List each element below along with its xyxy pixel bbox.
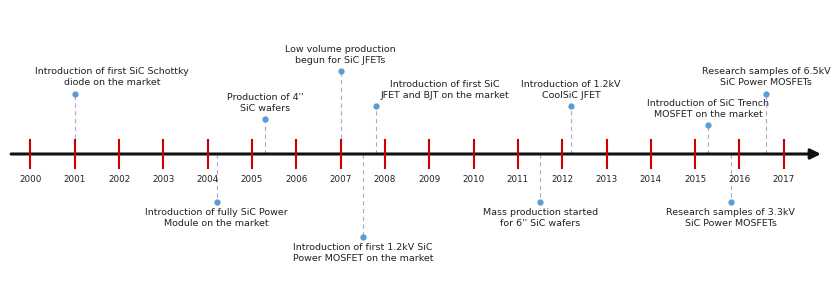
Text: 2005: 2005: [240, 175, 263, 184]
Text: Mass production started
for 6'' SiC wafers: Mass production started for 6'' SiC wafe…: [483, 208, 597, 228]
Text: 2017: 2017: [773, 175, 795, 184]
Text: Introduction of first SiC Schottky
diode on the market: Introduction of first SiC Schottky diode…: [35, 67, 189, 87]
Text: 2009: 2009: [418, 175, 440, 184]
Text: 2000: 2000: [19, 175, 42, 184]
Text: Introduction of 1.2kV
CoolSiC JFET: Introduction of 1.2kV CoolSiC JFET: [522, 80, 621, 100]
Text: Introduction of first 1.2kV SiC
Power MOSFET on the market: Introduction of first 1.2kV SiC Power MO…: [293, 243, 433, 263]
Text: 2015: 2015: [684, 175, 706, 184]
Text: Production of 4''
SiC wafers: Production of 4'' SiC wafers: [227, 93, 304, 113]
Text: 2013: 2013: [596, 175, 617, 184]
Text: Introduction of fully SiC Power
Module on the market: Introduction of fully SiC Power Module o…: [146, 208, 288, 228]
Text: 2011: 2011: [507, 175, 529, 184]
Text: 2012: 2012: [551, 175, 573, 184]
Text: 2004: 2004: [196, 175, 219, 184]
Text: Introduction of first SiC
JFET and BJT on the market: Introduction of first SiC JFET and BJT o…: [380, 80, 509, 100]
Text: 2007: 2007: [329, 175, 352, 184]
Text: Research samples of 6.5kV
SiC Power MOSFETs: Research samples of 6.5kV SiC Power MOSF…: [701, 67, 830, 87]
Text: 2010: 2010: [463, 175, 485, 184]
Text: Introduction of SiC Trench
MOSFET on the market: Introduction of SiC Trench MOSFET on the…: [647, 99, 770, 119]
Text: 2014: 2014: [640, 175, 662, 184]
Text: 2003: 2003: [152, 175, 175, 184]
Text: 2002: 2002: [108, 175, 131, 184]
Text: 2001: 2001: [64, 175, 86, 184]
Text: 2008: 2008: [374, 175, 396, 184]
Text: Low volume production
begun for SiC JFETs: Low volume production begun for SiC JFET…: [285, 45, 396, 65]
Text: 2006: 2006: [285, 175, 308, 184]
Text: Research samples of 3.3kV
SiC Power MOSFETs: Research samples of 3.3kV SiC Power MOSF…: [666, 208, 795, 228]
Text: 2016: 2016: [729, 175, 750, 184]
